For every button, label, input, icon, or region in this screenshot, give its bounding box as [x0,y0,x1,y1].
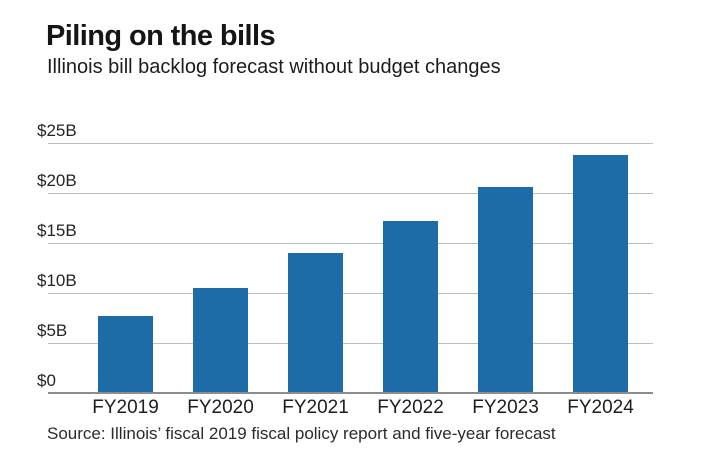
bar-fy2020 [193,288,248,393]
gridline [48,243,653,244]
x-tick-label: FY2020 [187,397,254,418]
y-tick-label: $15B [37,221,77,240]
bar-fy2019 [98,316,153,393]
x-tick-label: FY2022 [377,397,444,418]
source-note: Source: Illinois’ fiscal 2019 fiscal pol… [47,424,556,443]
x-tick-label: FY2019 [92,397,159,418]
y-tick-label: $10B [37,271,77,290]
chart-title: Piling on the bills [46,20,276,52]
x-axis-line [48,392,653,394]
gridline [48,343,653,344]
bar-fy2023 [478,187,533,393]
y-tick-label: $5B [37,321,68,340]
y-tick-label: $20B [37,171,77,190]
y-tick-label: $0 [37,371,56,390]
x-tick-label: FY2021 [282,397,349,418]
gridline [48,143,653,144]
gridline [48,293,653,294]
bar-fy2024 [573,155,628,393]
bar-fy2021 [288,253,343,393]
x-tick-label: FY2023 [472,397,539,418]
gridline [48,193,653,194]
chart-subtitle: Illinois bill backlog forecast without b… [47,56,501,78]
bar-fy2022 [383,221,438,393]
y-tick-label: $25B [37,121,77,140]
x-tick-label: FY2024 [567,397,634,418]
